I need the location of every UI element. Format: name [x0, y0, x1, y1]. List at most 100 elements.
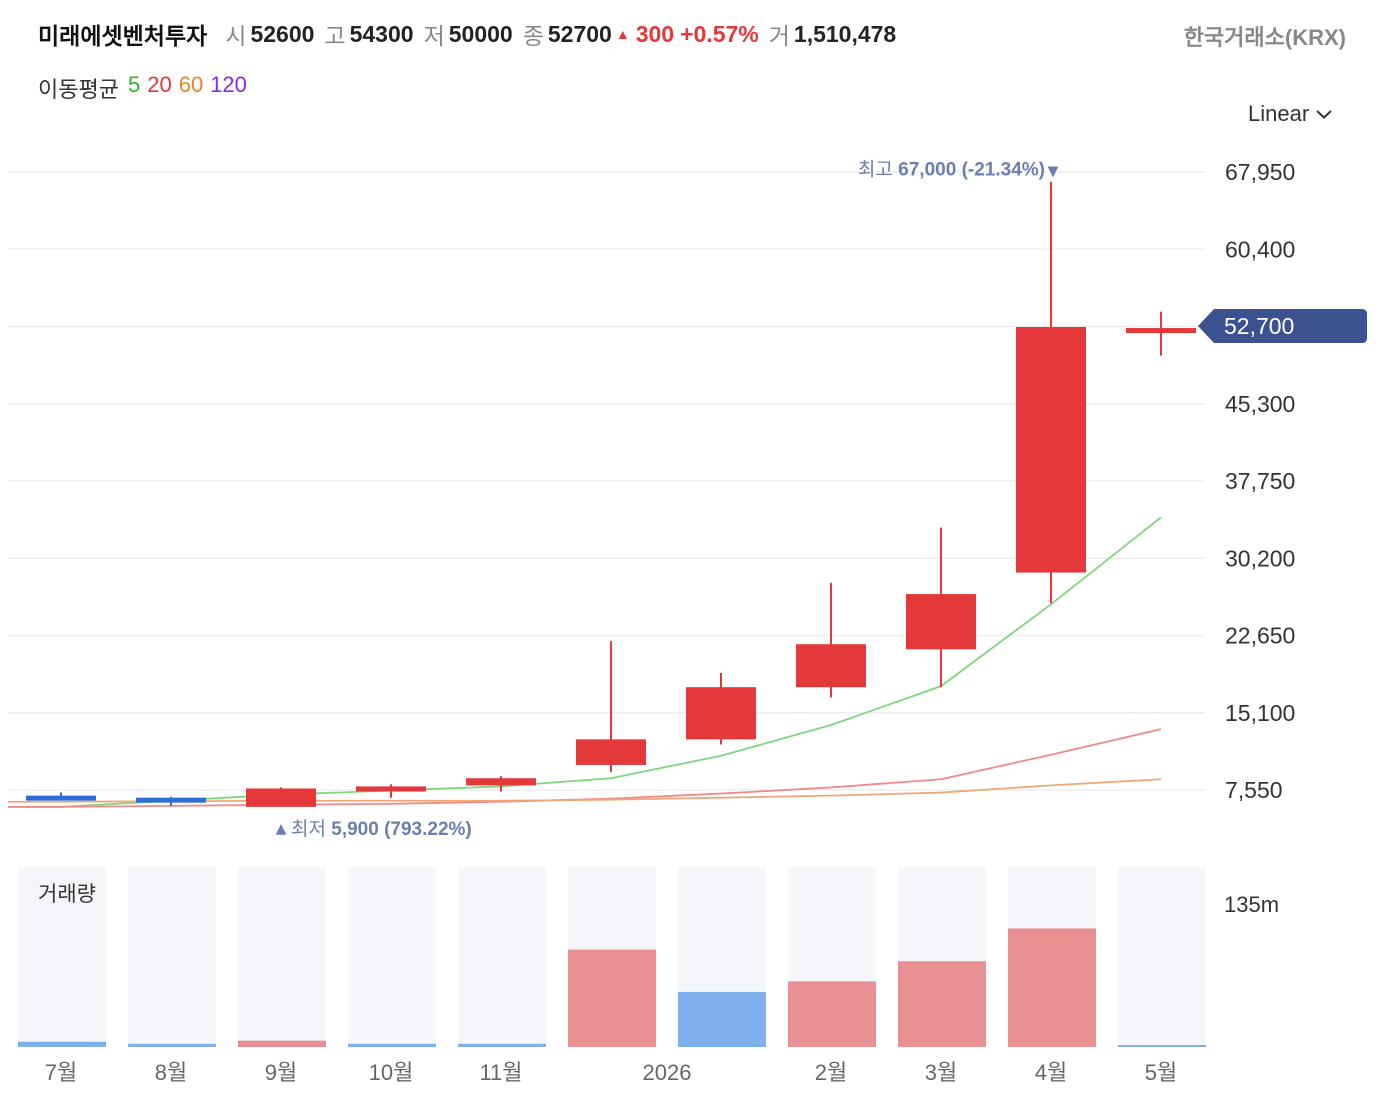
- time-tick-label: 4월: [1035, 1060, 1067, 1085]
- candle-body: [1126, 328, 1196, 334]
- volume-slot: [458, 867, 546, 1047]
- candle: [1126, 311, 1196, 356]
- candle: [686, 672, 756, 745]
- time-tick-label: 5월: [1145, 1060, 1177, 1085]
- time-tick-label: 3월: [925, 1060, 957, 1085]
- volume-bar: [1008, 928, 1096, 1047]
- ma-legend-120[interactable]: 120: [210, 72, 247, 97]
- high-annotation-label: 최고: [858, 159, 898, 181]
- price-axis: 67,950 60,400 45,300 37,750 30,200 22,650 15,1…: [1225, 159, 1295, 803]
- price-tick-label: 22,650: [1225, 623, 1295, 649]
- change-up-icon: ▲: [615, 26, 630, 42]
- volume-slot: [1118, 867, 1206, 1047]
- volume-slot: [238, 867, 326, 1047]
- exchange-name: 한국거래소(KRX): [1183, 25, 1346, 50]
- candle-body: [26, 795, 96, 801]
- price-tick-label: 37,750: [1225, 468, 1295, 494]
- candle: [906, 527, 976, 688]
- candle: [466, 776, 536, 792]
- candle: [1016, 181, 1086, 604]
- price-grid: [8, 171, 1205, 791]
- candle-body: [686, 687, 756, 740]
- time-tick-label: 2월: [815, 1060, 847, 1085]
- candle-body: [1016, 327, 1086, 573]
- low-annotation: 최저 5,900 (793.22%): [291, 818, 472, 840]
- time-tick-label: 8월: [155, 1060, 187, 1085]
- candle-body: [356, 786, 426, 792]
- low-label: 저: [423, 23, 445, 49]
- time-tick-label: 7월: [45, 1060, 77, 1085]
- low-annotation-label: 최저: [291, 818, 331, 840]
- time-tick-label: 10월: [369, 1060, 414, 1085]
- candle: [246, 787, 316, 807]
- high-value: 54300: [349, 20, 414, 47]
- ma-legend-20[interactable]: 20: [147, 72, 172, 97]
- volume-value: 1,510,478: [793, 20, 897, 47]
- candle-body: [136, 797, 206, 803]
- price-tick-label: 15,100: [1225, 700, 1295, 726]
- volume-slot: [128, 867, 216, 1047]
- candle: [26, 792, 96, 801]
- ma-legend[interactable]: 이동평균 5 20 60 120: [38, 72, 247, 104]
- close-label: 종: [522, 23, 544, 49]
- volume-label: 거: [768, 23, 790, 49]
- candle-body: [246, 788, 316, 807]
- low-value: 50000: [448, 20, 513, 47]
- price-tick-label: 45,300: [1225, 391, 1295, 417]
- price-tick-label: 60,400: [1225, 236, 1295, 262]
- candle: [356, 784, 426, 798]
- scale-select-value: Linear: [1248, 101, 1310, 126]
- volume-bar: [568, 949, 656, 1047]
- candle: [796, 582, 866, 698]
- ma-legend-60[interactable]: 60: [178, 72, 204, 97]
- high-marker-icon: ▼: [1048, 164, 1059, 180]
- volume-bar: [898, 961, 986, 1047]
- time-tick-label: 9월: [265, 1060, 297, 1085]
- last-price-tag: 52,700: [1198, 309, 1367, 344]
- volume-bar: [238, 1040, 326, 1047]
- candle-body: [906, 594, 976, 650]
- stock-name: 미래에셋벤처투자: [38, 23, 208, 49]
- candle: [576, 641, 646, 773]
- chevron-down-icon: [1316, 110, 1332, 119]
- open-value: 52600: [250, 20, 315, 47]
- time-tick-label: 11월: [479, 1060, 522, 1085]
- low-marker-icon: ▲: [276, 821, 287, 837]
- candle: [136, 796, 206, 806]
- close-value: 52700: [547, 20, 612, 47]
- time-axis: 7월 8월 9월 10월 11월 2026 2월 3월 4월 5월: [45, 1060, 1177, 1085]
- price-tick-label: 30,200: [1225, 545, 1295, 571]
- price-tick-label: 67,950: [1225, 159, 1295, 185]
- price-tick-label: 7,550: [1225, 777, 1283, 803]
- high-annotation: 최고 67,000 (-21.34%): [858, 159, 1045, 181]
- volume-bar: [788, 981, 876, 1047]
- high-label: 고: [324, 23, 346, 49]
- ma-legend-5[interactable]: 5: [127, 72, 141, 97]
- annotations: 최고 67,000 (-21.34%) ▼▲ 최저 5,900 (793.22%)5…: [276, 159, 1367, 840]
- volume-tick-label: 135m: [1224, 892, 1279, 917]
- volume-slot: [18, 867, 106, 1047]
- last-price-tag-bg: [1198, 309, 1367, 344]
- volume-bar: [18, 1041, 106, 1047]
- low-annotation-value: 5,900 (793.22%): [331, 819, 472, 840]
- candle-body: [796, 644, 866, 688]
- high-annotation-value: 67,000 (-21.34%): [898, 160, 1045, 181]
- volume-slot: [348, 867, 436, 1047]
- change-value: 300: [635, 20, 675, 47]
- candle-body: [466, 778, 536, 786]
- open-label: 시: [225, 23, 247, 49]
- candles: [26, 181, 1196, 807]
- volume-bar: [348, 1043, 436, 1047]
- scale-select[interactable]: Linear: [1248, 101, 1333, 127]
- time-tick-label: 2026: [643, 1060, 692, 1085]
- volume-bar: [458, 1043, 546, 1047]
- volume-bar: [678, 991, 766, 1047]
- volume-bar: [128, 1043, 216, 1047]
- volume-bar: [1118, 1045, 1206, 1047]
- stock-header: 미래에셋벤처투자 시 52600 고 54300 저 50000 종 52700…: [38, 18, 906, 50]
- volume-panel: 135m: [18, 867, 1279, 1047]
- ma-legend-title: 이동평균: [38, 77, 119, 102]
- volume-panel-title: 거래량: [38, 883, 96, 906]
- change-percent: +0.57%: [680, 20, 759, 47]
